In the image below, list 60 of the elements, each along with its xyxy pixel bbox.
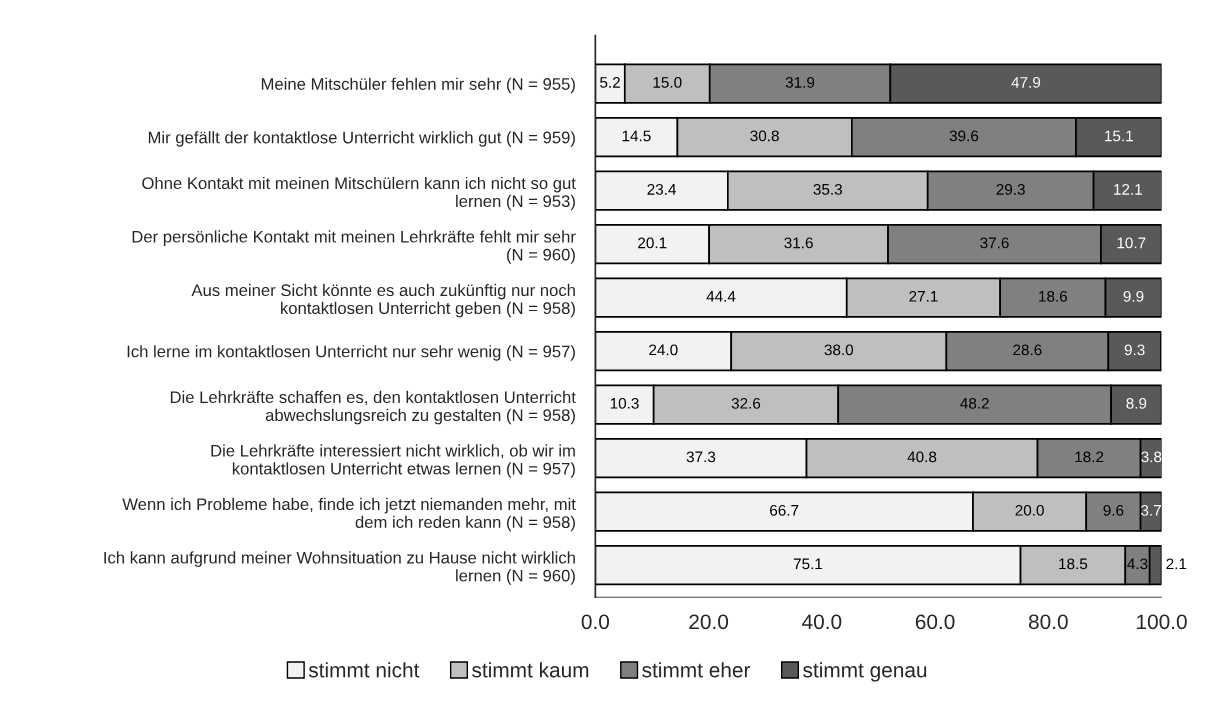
y-tick-label: Aus meiner Sicht könnte es auch zukünftig nur noch kontaktlosen Unterricht geben (N = 958) <box>191 283 575 318</box>
data-label: 3.8 <box>1141 451 1162 463</box>
data-label: 75.1 <box>793 558 823 570</box>
data-label: 9.3 <box>1124 344 1145 356</box>
data-label: 2.1 <box>1166 558 1187 570</box>
y-tick-label: Ohne Kontakt mit meinen Mitschülern kann ich nicht so gut lernen (N = 953) <box>142 176 576 211</box>
data-label: 47.9 <box>1011 76 1041 88</box>
x-tick-label: 20.0 <box>689 614 729 630</box>
data-label: 20.1 <box>638 237 667 249</box>
data-label: 9.6 <box>1103 504 1124 516</box>
data-label: 5.2 <box>600 76 620 88</box>
data-label: 44.4 <box>706 291 736 302</box>
data-label: 18.6 <box>1039 290 1068 302</box>
data-label: 32.6 <box>731 397 761 409</box>
data-label: 4.3 <box>1127 558 1148 570</box>
data-label: 20.0 <box>1015 504 1044 516</box>
x-tick-label: 100.0 <box>1137 614 1187 630</box>
legend-label: stimmt eher <box>642 662 751 678</box>
data-label: 15.0 <box>653 76 682 88</box>
data-label: 10.3 <box>610 397 639 409</box>
legend-label: stimmt kaum <box>472 662 589 678</box>
data-label: 27.1 <box>909 290 938 302</box>
legend-label: stimmt nicht <box>308 662 420 678</box>
data-label: 3.7 <box>1141 504 1161 516</box>
y-tick-label: Die Lehrkräfte interessiert nicht wirklich, ob wir im kontaktlosen Unterricht etwas lernen (N = 957) <box>211 444 575 478</box>
data-label: 9.9 <box>1123 290 1144 302</box>
y-tick-label: Der persönliche Kontakt mit meinen Lehrkräfte fehlt mir sehr (N = 960) <box>132 230 576 264</box>
x-tick-label: 40.0 <box>802 614 842 630</box>
data-label: 35.3 <box>813 183 842 195</box>
data-label: 29.3 <box>996 183 1025 195</box>
y-tick-label: Mir gefällt der kontaktlose Unterricht wirklich gut (N = 959) <box>148 131 575 147</box>
data-label: 31.6 <box>784 237 813 249</box>
data-label: 15.1 <box>1105 130 1133 142</box>
data-label: 12.1 <box>1114 183 1142 195</box>
data-label: 38.0 <box>824 344 854 356</box>
data-label: 39.6 <box>949 130 979 142</box>
y-tick-label: Meine Mitschüler fehlen mir sehr (N = 955) <box>261 77 575 94</box>
data-label: 40.8 <box>907 451 937 463</box>
y-tick-label: Ich lerne im kontaktlosen Unterricht nur sehr wenig (N = 957) <box>127 345 575 361</box>
data-label: 37.6 <box>980 237 1009 249</box>
data-label: 23.4 <box>647 183 677 195</box>
x-tick-label: 0.0 <box>581 614 610 630</box>
data-label: 30.8 <box>750 130 779 142</box>
y-tick-label: Wenn ich Probleme habe, finde ich jetzt niemanden mehr, mit dem ich reden kann (N = 958) <box>122 497 576 532</box>
y-tick-label: Die Lehrkräfte schaffen es, den kontaktlosen Unterricht abwechslungsreich zu gestalten (N = 958) <box>170 390 576 425</box>
data-label: 14.5 <box>622 130 651 142</box>
x-tick-label: 80.0 <box>1028 614 1068 630</box>
data-label: 18.5 <box>1059 558 1088 570</box>
data-label: 31.9 <box>785 76 815 88</box>
x-tick-label: 60.0 <box>915 614 955 630</box>
data-label: 10.7 <box>1117 237 1146 249</box>
data-label: 18.2 <box>1075 451 1104 463</box>
data-label: 37.3 <box>686 451 716 463</box>
data-label: 66.7 <box>770 504 799 516</box>
legend-label: stimmt genau <box>803 662 927 682</box>
data-label: 28.6 <box>1013 344 1042 356</box>
y-tick-label: Ich kann aufgrund meiner Wohnsituation zu Hause nicht wirklich lernen (N = 960) <box>104 551 575 585</box>
data-label: 24.0 <box>649 344 678 356</box>
data-label: 48.2 <box>960 397 989 409</box>
data-label: 8.9 <box>1126 397 1147 409</box>
